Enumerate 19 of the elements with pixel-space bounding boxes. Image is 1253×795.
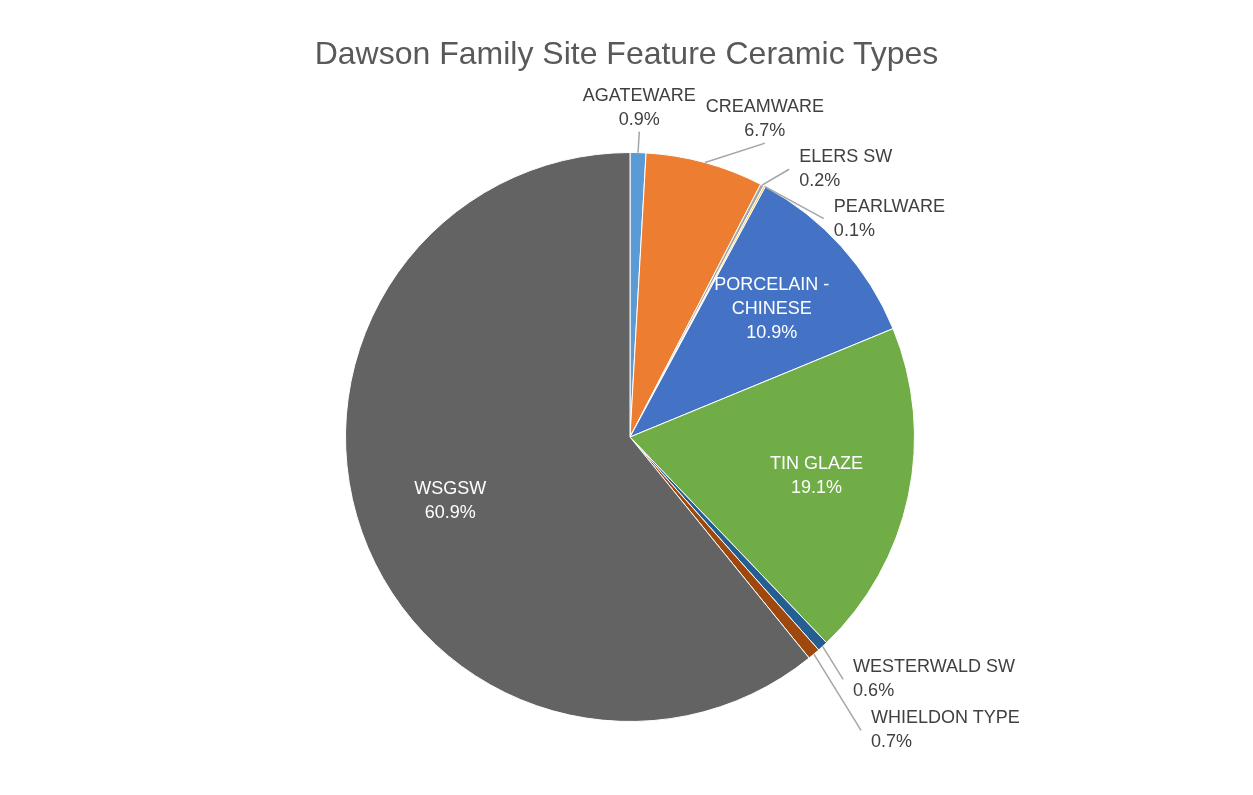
slice-label: WESTERWALD SW	[853, 656, 1016, 677]
data-label: 0.6%	[853, 680, 895, 701]
data-label: 60.9%	[424, 501, 476, 522]
slice-label: AGATEWARE	[582, 84, 696, 105]
data-label: 19.1%	[790, 477, 842, 498]
slice-label: WHIELDON TYPE	[871, 707, 1020, 728]
data-label: 0.1%	[833, 219, 875, 240]
chart-title: Dawson Family Site Feature Ceramic Types	[314, 34, 939, 71]
slice-label: PEARLWARE	[833, 195, 945, 216]
data-label: 0.9%	[618, 108, 660, 129]
data-label: 0.7%	[871, 731, 913, 752]
data-label: 10.9%	[746, 322, 798, 343]
slice-label: WSGSW	[414, 477, 487, 498]
slice-label: ELERS SW	[799, 146, 893, 167]
data-label: 0.2%	[799, 170, 841, 191]
slice-label: TIN GLAZE	[769, 453, 863, 474]
data-label: 6.7%	[744, 120, 786, 141]
slice-label: CREAMWARE	[705, 96, 825, 117]
slice-label: PORCELAIN - CHINESE	[714, 274, 830, 319]
